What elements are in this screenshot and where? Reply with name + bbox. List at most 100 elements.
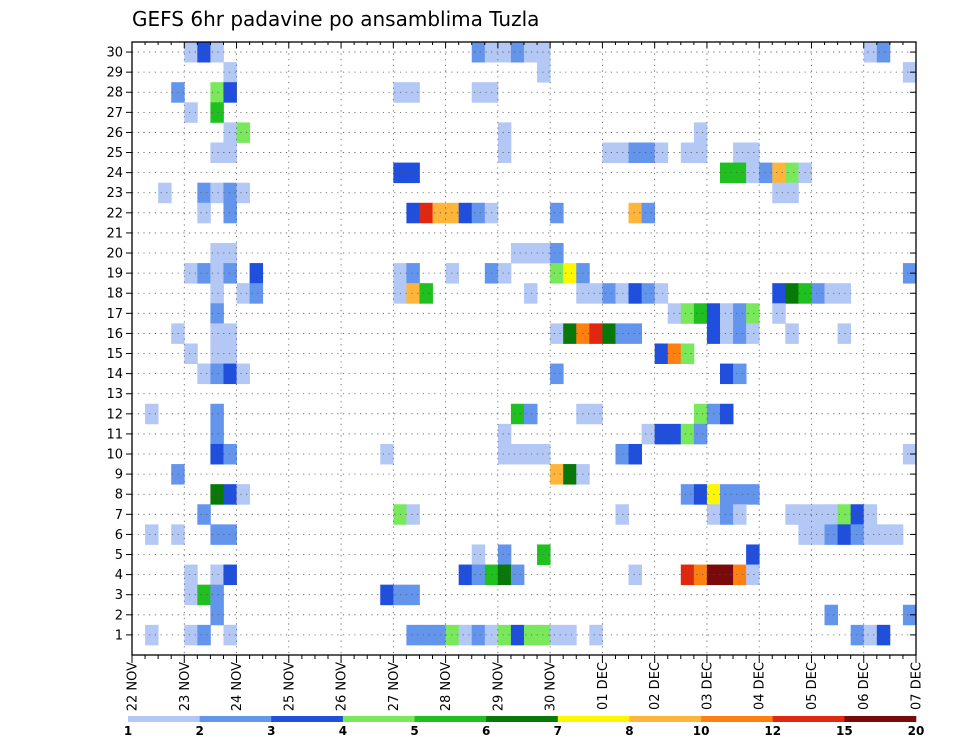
heatmap-cell xyxy=(419,202,433,224)
colorbar-tick-label: 2 xyxy=(195,724,203,738)
heatmap-cell xyxy=(746,564,760,586)
heatmap-cell xyxy=(510,403,525,425)
x-tick-label: 01 DEC xyxy=(596,662,611,710)
heatmap-cell xyxy=(641,423,656,445)
colorbar-tick-label: 7 xyxy=(554,724,562,738)
heatmap-cell xyxy=(249,283,264,304)
heatmap-cell xyxy=(419,624,433,646)
heatmap-cell xyxy=(876,624,891,646)
heatmap-cell xyxy=(497,544,512,565)
colorbar-swatch xyxy=(128,716,200,722)
colorbar-tick-label: 8 xyxy=(625,724,633,738)
heatmap-cell xyxy=(458,202,473,224)
heatmap-cell xyxy=(850,624,865,646)
heatmap-cell xyxy=(223,363,237,385)
heatmap-cell xyxy=(537,42,551,63)
heatmap-cell xyxy=(524,42,538,63)
y-axis: 1234567891011121314151617181920212223242… xyxy=(106,46,916,643)
heatmap-cell xyxy=(680,423,695,445)
heatmap-cell xyxy=(210,242,224,264)
heatmap-cell xyxy=(145,403,159,425)
heatmap-cell xyxy=(589,283,603,304)
heatmap-cell xyxy=(223,142,237,163)
heatmap-cell xyxy=(733,564,747,586)
heatmap-cell xyxy=(537,624,551,646)
y-tick-label: 22 xyxy=(106,206,123,221)
y-tick-label: 28 xyxy=(106,86,123,101)
x-tick-label: 25 NOV xyxy=(282,662,297,711)
x-tick-label: 28 NOV xyxy=(439,662,454,711)
heatmap-cell xyxy=(197,182,211,204)
heatmap-cell xyxy=(471,42,486,63)
colorbar-swatch xyxy=(629,716,702,722)
heatmap-cell xyxy=(497,142,512,163)
heatmap-cell xyxy=(680,484,695,505)
heatmap-cell xyxy=(837,283,852,304)
heatmap-cell xyxy=(693,122,708,143)
heatmap-cell xyxy=(236,122,250,143)
heatmap-cell xyxy=(537,544,551,565)
heatmap-cell xyxy=(759,162,773,184)
heatmap-cell xyxy=(589,403,603,425)
x-tick-label: 02 DEC xyxy=(648,662,663,710)
y-tick-label: 4 xyxy=(115,568,123,583)
y-tick-label: 20 xyxy=(106,247,123,262)
heatmap-cell xyxy=(510,443,525,465)
heatmap-cell xyxy=(223,122,237,143)
heatmap-cell xyxy=(223,323,237,344)
y-tick-label: 13 xyxy=(106,387,123,402)
heatmap-cell xyxy=(641,202,656,224)
heatmap-cell xyxy=(406,263,420,284)
y-tick-label: 11 xyxy=(106,427,123,442)
heatmap-cell xyxy=(811,283,825,304)
heatmap-cell xyxy=(197,202,211,224)
heatmap-cell xyxy=(406,162,420,184)
heatmap-cell xyxy=(876,42,891,63)
colorbar-tick-label: 15 xyxy=(836,724,853,738)
heatmap-cell xyxy=(236,182,250,204)
heatmap-cell xyxy=(746,162,760,184)
heatmap-cell xyxy=(563,323,577,344)
heatmap-cell xyxy=(210,42,224,63)
heatmap-cell xyxy=(497,122,512,143)
heatmap-cell xyxy=(537,443,551,465)
heatmap-cell xyxy=(654,423,669,445)
heatmap-cell xyxy=(863,524,878,545)
heatmap-cell xyxy=(184,584,198,606)
heatmap-cell xyxy=(184,42,198,63)
heatmap-cell xyxy=(184,624,198,646)
heatmap-cell xyxy=(720,303,734,324)
heatmap-cell xyxy=(510,242,525,264)
heatmap-cell xyxy=(628,564,642,586)
heatmap-cell xyxy=(720,323,734,344)
heatmap-cell xyxy=(406,504,420,525)
heatmap-cell xyxy=(223,624,237,646)
heatmap-cell xyxy=(210,142,224,163)
heatmap-cell xyxy=(550,242,564,264)
heatmap-cell xyxy=(184,102,198,123)
heatmap-cell xyxy=(720,504,734,525)
heatmap-cell xyxy=(497,564,512,586)
heatmap-cell xyxy=(497,443,512,465)
colorbar-swatch xyxy=(414,716,487,722)
heatmap-cell xyxy=(406,202,420,224)
x-tick-label: 26 NOV xyxy=(335,662,350,711)
heatmap-cell xyxy=(497,42,512,63)
heatmap-cell xyxy=(902,62,917,83)
heatmap-cell xyxy=(537,62,551,83)
heatmap-cell xyxy=(223,82,237,103)
heatmap-cell xyxy=(432,202,446,224)
colorbar-tick-label: 6 xyxy=(482,724,490,738)
y-tick-label: 8 xyxy=(115,488,123,503)
heatmap-cell xyxy=(197,42,211,63)
heatmap-cell xyxy=(563,464,577,485)
heatmap-cell xyxy=(733,162,747,184)
heatmap-cell xyxy=(236,484,250,505)
heatmap-cell xyxy=(680,343,695,364)
heatmap-cell xyxy=(524,403,538,425)
heatmap-cell xyxy=(902,443,917,465)
heatmap-cell xyxy=(850,504,865,525)
heatmap-cell xyxy=(772,283,786,304)
heatmap-cell xyxy=(223,524,237,545)
heatmap-cell xyxy=(510,42,525,63)
